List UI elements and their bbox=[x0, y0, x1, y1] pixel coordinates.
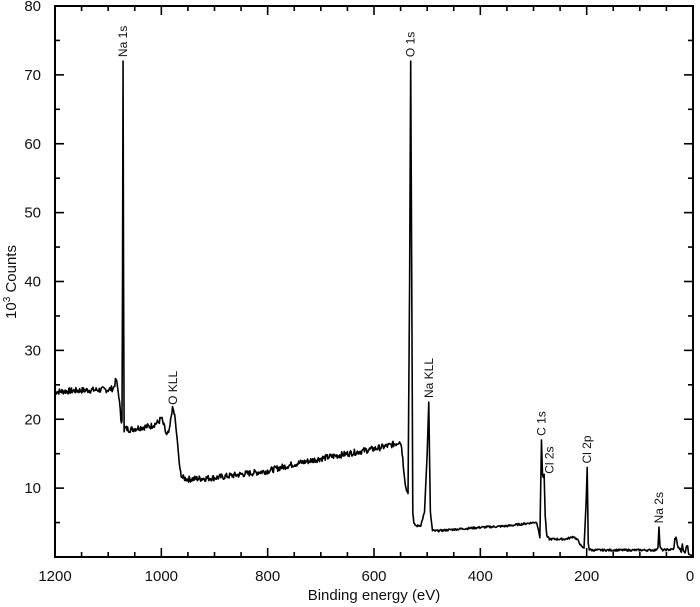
peak-label-na-kll: Na KLL bbox=[422, 358, 436, 398]
x-tick-label: 400 bbox=[468, 568, 493, 585]
x-tick-label: 1200 bbox=[38, 568, 71, 585]
y-axis-ticks: 10 20 30 40 50 60 70 80 bbox=[24, 0, 693, 524]
y-tick-label: 30 bbox=[24, 342, 41, 359]
y-tick-label: 40 bbox=[24, 274, 41, 291]
peak-label-c-1s: C 1s bbox=[535, 411, 549, 436]
peak-label-cl-2s: Cl 2s bbox=[543, 446, 557, 473]
y-axis-title-exponent: 3 bbox=[2, 296, 13, 302]
peak-label-na-2s: Na 2s bbox=[652, 492, 666, 523]
x-tick-label: 200 bbox=[574, 568, 599, 585]
x-tick-label: 800 bbox=[255, 568, 280, 585]
x-tick-label: 1000 bbox=[145, 568, 178, 585]
y-tick-label: 70 bbox=[24, 67, 41, 84]
peak-label-na-1s: Na 1s bbox=[116, 26, 130, 57]
y-tick-label: 60 bbox=[24, 136, 41, 153]
peak-labels: Na 1s O KLL O 1s Na KLL C 1s Cl 2s Cl 2p Na 2s bbox=[116, 26, 666, 524]
peak-label-o-kll: O KLL bbox=[166, 371, 180, 405]
y-axis-title-rest: Counts bbox=[3, 245, 20, 297]
y-axis-title-base: 10 bbox=[3, 302, 20, 319]
y-tick-label: 80 bbox=[24, 0, 41, 15]
spectrum-line bbox=[54, 60, 694, 557]
spectrum-trace bbox=[54, 60, 694, 557]
y-tick-label: 50 bbox=[24, 205, 41, 222]
x-tick-label: 600 bbox=[361, 568, 386, 585]
peak-label-o-1s: O 1s bbox=[404, 32, 418, 57]
y-tick-label: 10 bbox=[24, 480, 41, 497]
x-axis-title: Binding energy (eV) bbox=[308, 587, 441, 604]
x-tick-label: 0 bbox=[686, 568, 694, 585]
plot-frame bbox=[54, 5, 694, 558]
x-axis-ticks: 1200 1000 800 600 400 200 0 bbox=[38, 6, 694, 585]
y-tick-label: 20 bbox=[24, 411, 41, 428]
y-axis-title: 103 Counts bbox=[2, 245, 20, 319]
plot-border bbox=[54, 5, 694, 558]
peak-label-cl-2p: Cl 2p bbox=[580, 435, 594, 463]
